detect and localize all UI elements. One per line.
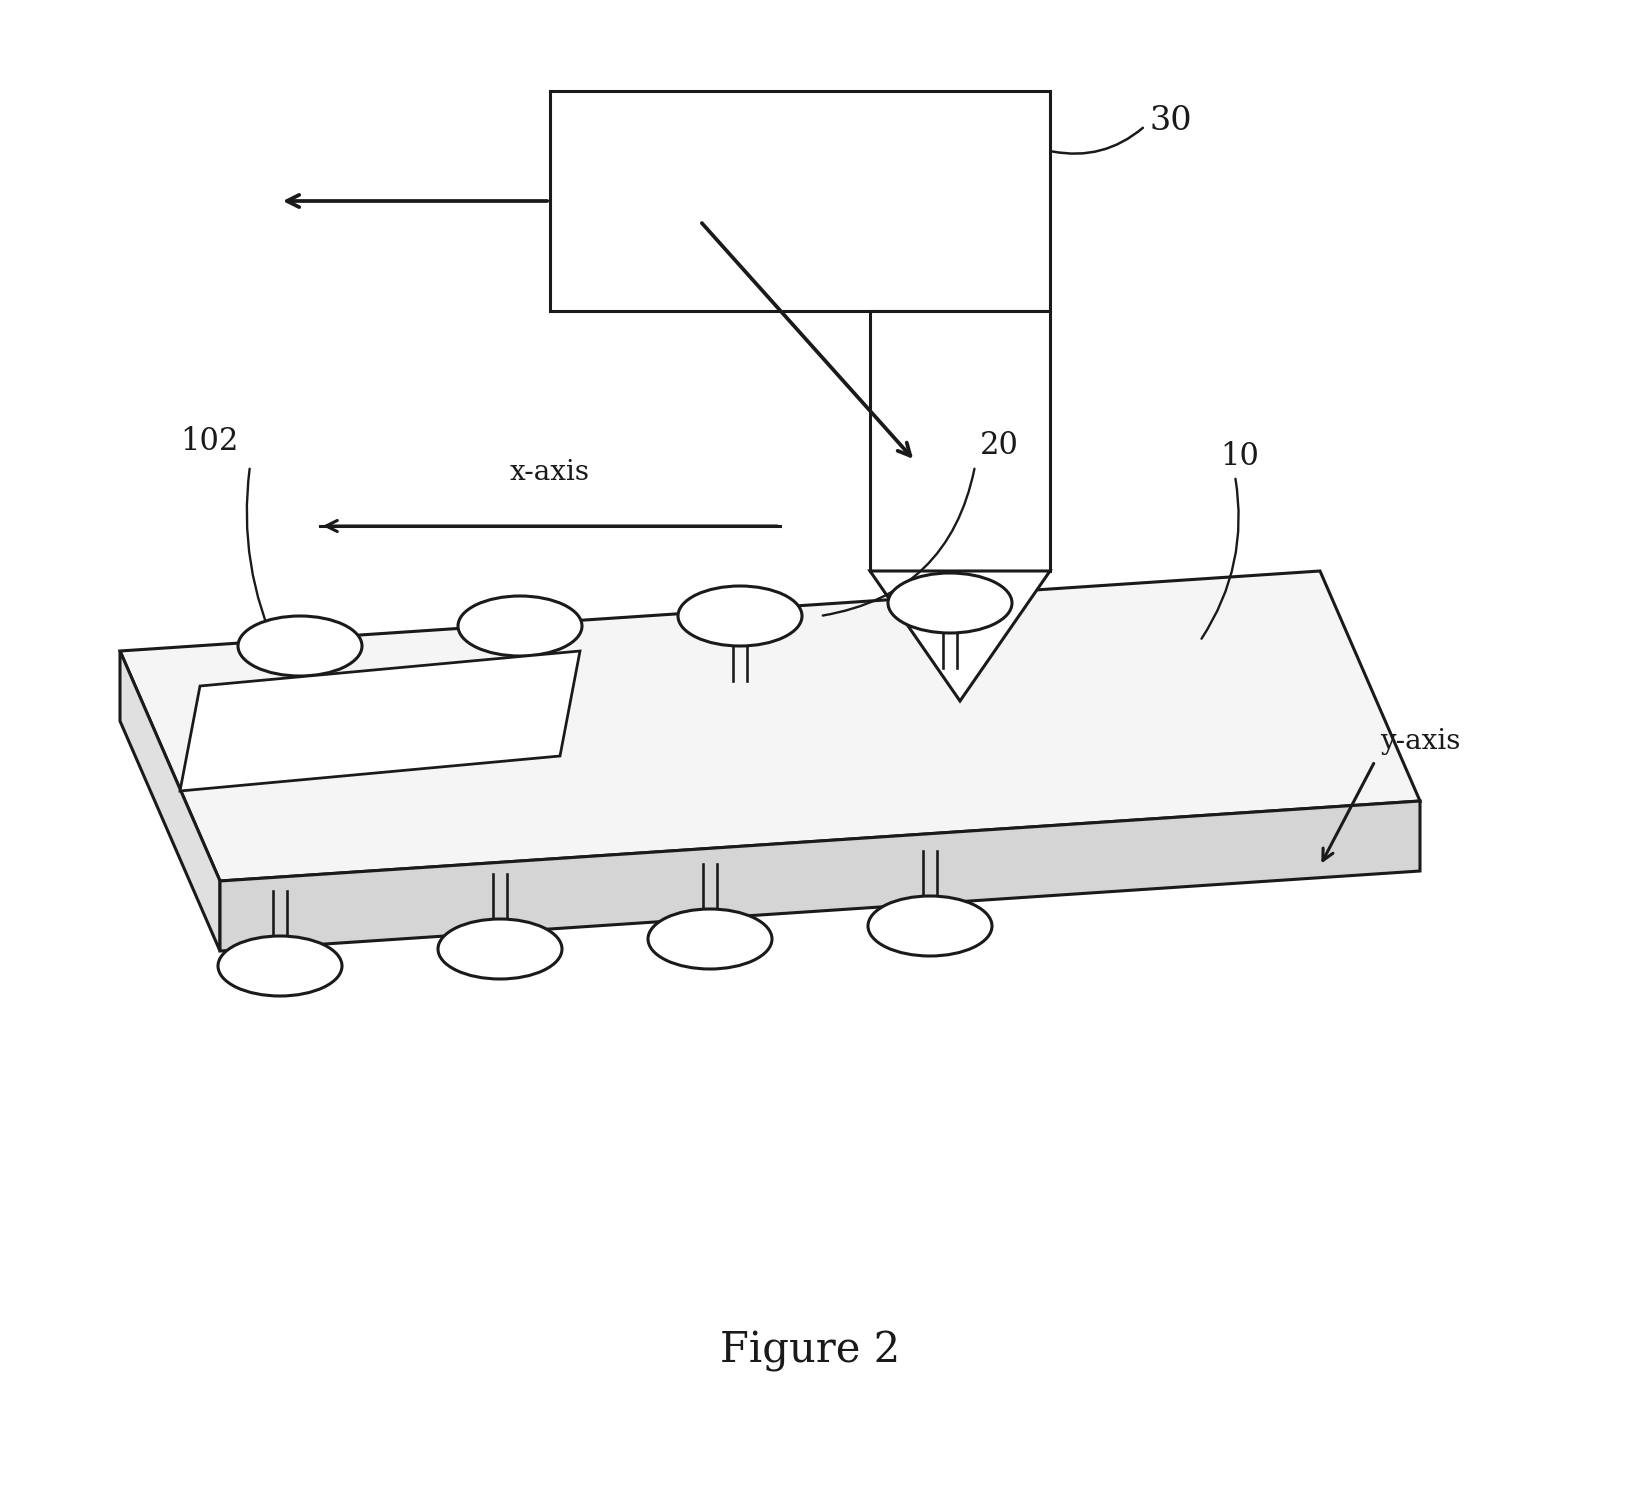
Polygon shape	[181, 651, 579, 791]
Polygon shape	[550, 92, 1049, 311]
Ellipse shape	[648, 910, 771, 970]
Text: y-axis: y-axis	[1380, 728, 1461, 755]
Ellipse shape	[678, 585, 802, 645]
Text: x-axis: x-axis	[509, 459, 591, 486]
Polygon shape	[220, 802, 1420, 952]
Text: Figure 2: Figure 2	[719, 1330, 900, 1372]
Text: 10: 10	[1220, 440, 1259, 471]
Ellipse shape	[888, 573, 1012, 633]
Text: 102: 102	[181, 425, 239, 456]
Polygon shape	[120, 570, 1420, 881]
Ellipse shape	[238, 615, 361, 675]
Polygon shape	[120, 651, 220, 952]
Text: 20: 20	[979, 431, 1019, 461]
Polygon shape	[870, 311, 1049, 570]
Ellipse shape	[457, 596, 582, 656]
Ellipse shape	[218, 937, 342, 997]
Ellipse shape	[438, 919, 561, 979]
Polygon shape	[870, 570, 1049, 701]
Ellipse shape	[867, 896, 992, 956]
Text: 30: 30	[1150, 105, 1193, 137]
